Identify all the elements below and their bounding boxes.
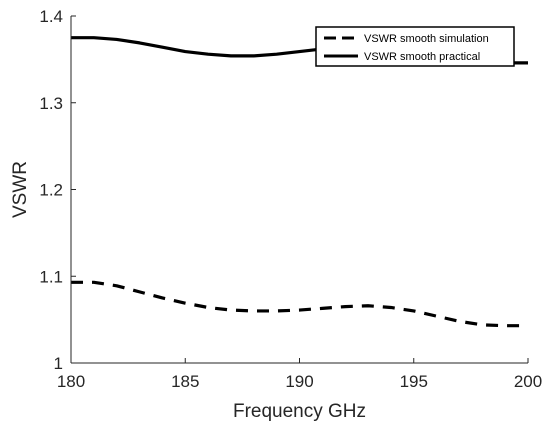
series-line-simulation xyxy=(71,280,528,328)
legend: VSWR smooth simulation VSWR smooth pract… xyxy=(315,26,515,67)
ticks-layer: 180 185 190 195 200 1 1.1 1.2 1.3 1.4 xyxy=(39,7,542,391)
x-axis-label: Frequency GHz xyxy=(233,401,366,422)
legend-box xyxy=(315,26,515,67)
y-tick-label: 1.3 xyxy=(39,94,63,113)
y-tick-label: 1.1 xyxy=(39,267,63,286)
x-tick-label: 195 xyxy=(400,372,428,391)
x-tick-label: 185 xyxy=(171,372,199,391)
legend-label-practical: VSWR smooth practical xyxy=(364,51,480,63)
y-tick-label: 1.2 xyxy=(39,181,63,200)
y-axis-label: VSWR xyxy=(10,161,31,218)
y-tick-label: 1.4 xyxy=(39,7,63,26)
legend-label-simulation: VSWR smooth simulation xyxy=(364,33,489,45)
y-tick-label: 1 xyxy=(54,354,63,373)
x-tick-label: 200 xyxy=(514,372,542,391)
x-tick-label: 180 xyxy=(57,372,85,391)
x-tick-label: 190 xyxy=(285,372,313,391)
